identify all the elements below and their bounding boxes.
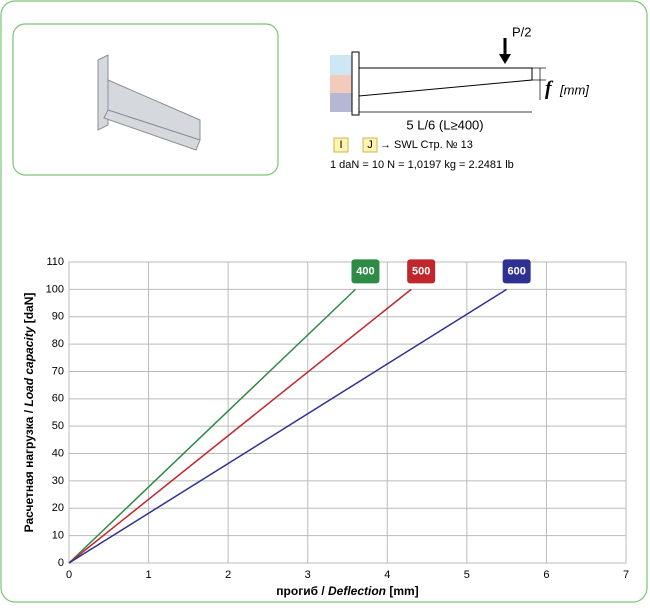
bracket-image xyxy=(97,54,201,151)
series-line xyxy=(68,288,508,564)
load-label: P/2 xyxy=(512,24,532,39)
x-tick-label: 5 xyxy=(464,569,470,581)
key-i: I xyxy=(339,139,342,151)
x-tick-label: 3 xyxy=(305,569,311,581)
y-axis-label-part: Расчетная нагрузка / xyxy=(22,407,36,533)
chart: 0 10 20 30 40 50 60 70 80 90 100 110 0 1 2 3 4 5 6 7 прогиб … xyxy=(22,256,629,598)
legend-badge xyxy=(502,259,531,284)
y-tick-label: 10 xyxy=(52,530,64,542)
x-axis-label-part: прогиб / xyxy=(276,584,328,598)
y-tick-label: 40 xyxy=(52,447,64,459)
legend-label: 600 xyxy=(507,265,525,277)
y-tick-label: 50 xyxy=(52,420,64,432)
reference: → SWL Стр. № 13 xyxy=(380,139,473,151)
legend-badge xyxy=(407,259,436,284)
legend-badge xyxy=(351,259,380,284)
y-tick-label: 70 xyxy=(52,365,64,377)
plot-area xyxy=(68,261,627,564)
key-j: J xyxy=(367,139,373,151)
y-tick-label: 100 xyxy=(46,283,64,295)
conversion: 1 daN = 10 N = 1,0197 kg = 2.2481 lb xyxy=(330,159,514,171)
y-tick-label: 0 xyxy=(58,557,64,569)
span-label: 5 L/6 (L≥400) xyxy=(406,117,483,132)
x-tick-label: 7 xyxy=(623,569,629,581)
y-axis-label-part: Load capacity xyxy=(22,325,36,406)
y-tick-label: 90 xyxy=(52,311,64,323)
x-tick-label: 4 xyxy=(384,569,390,581)
x-tick-label: 0 xyxy=(66,569,72,581)
y-tick-label: 80 xyxy=(52,338,64,350)
y-axis-label-part: [daN] xyxy=(22,293,36,327)
y-tick-label: 20 xyxy=(52,502,64,514)
x-tick-label: 6 xyxy=(543,569,549,581)
legend-label: 500 xyxy=(412,265,430,277)
y-tick-label: 110 xyxy=(46,256,64,268)
y-tick-label: 60 xyxy=(52,393,64,405)
x-tick-label: 2 xyxy=(225,569,231,581)
legend-label: 400 xyxy=(356,265,374,277)
beam-diagram xyxy=(330,38,546,153)
deflection-symbol: f xyxy=(545,78,554,100)
x-axis-label: прогиб / Deflection [mm] xyxy=(276,584,418,598)
x-axis-label-part: Deflection xyxy=(328,584,386,598)
x-tick-label: 1 xyxy=(146,569,152,581)
deflection-unit: [mm] xyxy=(559,82,589,97)
y-axis-label: Расчетная нагрузка / Load capacity [daN] xyxy=(22,293,36,533)
x-axis-label-part: [mm] xyxy=(386,584,419,598)
y-tick-label: 30 xyxy=(52,475,64,487)
series-line xyxy=(68,288,356,564)
series-line xyxy=(68,288,412,564)
